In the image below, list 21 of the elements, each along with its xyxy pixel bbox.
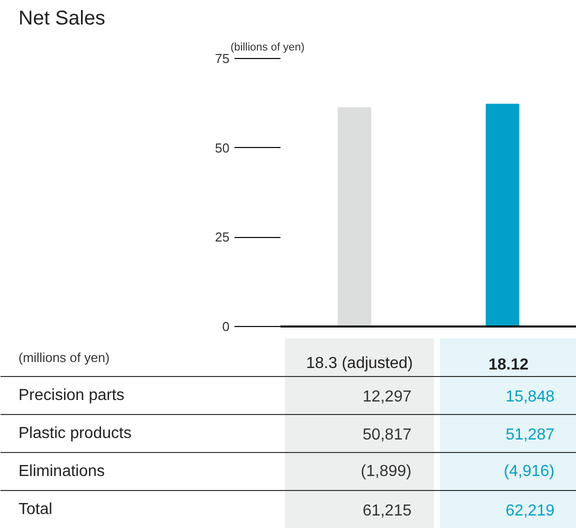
y-tick-label: 75 bbox=[215, 51, 230, 66]
x-tick-label: 18.3 (adjusted) bbox=[306, 355, 413, 372]
text: (4,916) bbox=[504, 463, 555, 480]
text: Net Sales bbox=[18, 8, 106, 30]
text: Total bbox=[18, 501, 52, 518]
y-tick-label: 50 bbox=[215, 140, 230, 156]
text: 51,287 bbox=[506, 426, 555, 444]
text: (1,899) bbox=[360, 463, 412, 480]
text: 15,848 bbox=[506, 388, 555, 406]
text: 12,297 bbox=[362, 388, 412, 406]
y-tick-label: 0 bbox=[222, 319, 230, 334]
x-tick-label: 18.12 bbox=[488, 356, 529, 374]
text: Precision parts bbox=[18, 387, 124, 404]
text: Eliminations bbox=[18, 463, 105, 480]
text: 50,817 bbox=[362, 426, 412, 444]
text: 61,215 bbox=[362, 502, 412, 520]
text: Plastic products bbox=[18, 425, 132, 442]
text: 62,219 bbox=[506, 502, 555, 520]
text: (millions of yen) bbox=[18, 350, 110, 365]
y-tick-label: 25 bbox=[215, 230, 230, 245]
y-axis-title: (billions of yen) bbox=[230, 42, 304, 54]
